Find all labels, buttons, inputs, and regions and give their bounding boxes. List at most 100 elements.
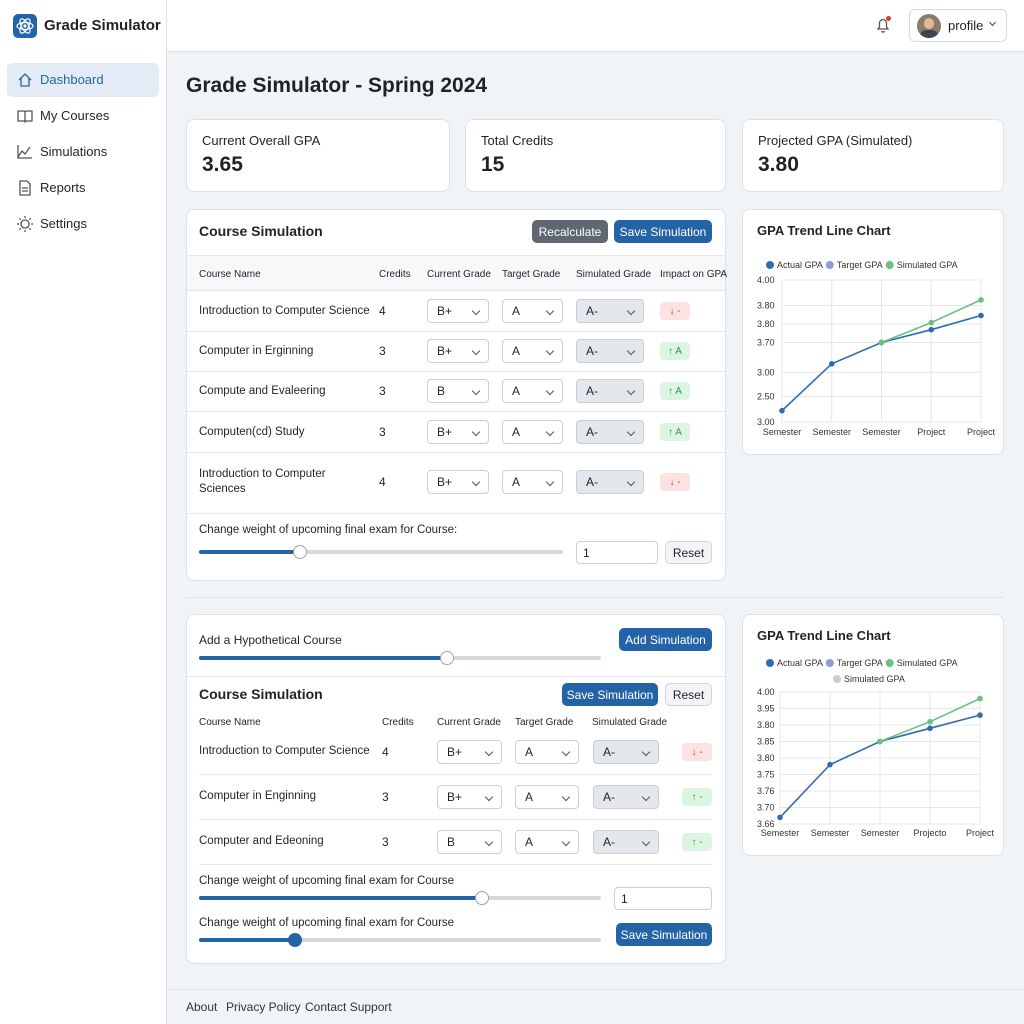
slider-track[interactable] xyxy=(199,938,601,942)
slider-thumb[interactable] xyxy=(475,891,489,905)
slider-thumb[interactable] xyxy=(440,651,454,665)
save-button[interactable]: Save Simulation xyxy=(616,923,712,946)
nav-item[interactable]: Reports xyxy=(40,180,86,195)
row-divider xyxy=(187,371,725,372)
footer-border xyxy=(167,989,1024,990)
data-point xyxy=(828,360,835,367)
data-point xyxy=(928,326,935,333)
impact-badge: ↑ A xyxy=(660,382,690,400)
stat-value: 3.65 xyxy=(202,153,243,176)
grade-select[interactable]: A xyxy=(515,830,579,854)
credits: 3 xyxy=(379,425,386,439)
x-tick-label: Project xyxy=(966,828,995,838)
grade-select[interactable]: A- xyxy=(593,740,659,764)
recalculate-button[interactable]: Recalculate xyxy=(532,220,608,243)
slider-label: Change weight of upcoming final exam for… xyxy=(199,524,458,536)
data-point xyxy=(928,319,935,326)
y-tick-label: 3.76 xyxy=(757,786,775,796)
reset-button[interactable]: Reset xyxy=(665,683,712,706)
avatar xyxy=(917,14,941,38)
grade-select[interactable]: A- xyxy=(593,830,659,854)
impact-badge: ↑ - xyxy=(682,833,712,851)
nav-item[interactable]: Dashboard xyxy=(40,72,104,87)
data-point xyxy=(927,725,933,732)
grade-select[interactable]: A- xyxy=(576,470,644,494)
chart-card xyxy=(742,614,1004,856)
grade-select[interactable]: A xyxy=(502,299,563,323)
nav-icon xyxy=(18,73,32,87)
grade-select[interactable]: A xyxy=(502,379,563,403)
legend-swatch xyxy=(766,659,774,667)
data-point xyxy=(977,712,983,718)
nav-icon xyxy=(17,110,33,123)
grade-select[interactable]: A- xyxy=(576,339,644,363)
add-button[interactable]: Add Simulation xyxy=(619,628,712,651)
grade-select[interactable]: B+ xyxy=(427,339,489,363)
grade-select[interactable]: B+ xyxy=(427,420,489,444)
grade-select[interactable]: A xyxy=(515,740,579,764)
y-tick-label: 3.80 xyxy=(757,753,775,763)
stat-label: Projected GPA (Simulated) xyxy=(758,133,913,148)
course-name: Computer in Erginning xyxy=(199,344,314,357)
column-header: Target Grade xyxy=(515,717,574,728)
data-point xyxy=(827,761,833,768)
credits: 3 xyxy=(382,790,389,804)
nav-item[interactable]: Simulations xyxy=(40,144,108,159)
nav-icon xyxy=(19,180,31,196)
nav-item[interactable]: My Courses xyxy=(40,108,110,123)
x-tick-label: Projecto xyxy=(913,828,946,838)
column-header: Current Grade xyxy=(437,717,501,728)
grade-select[interactable]: B+ xyxy=(427,470,489,494)
slider-thumb[interactable] xyxy=(293,545,307,559)
row-divider xyxy=(199,774,712,775)
grade-select[interactable]: B+ xyxy=(437,740,502,764)
grade-select[interactable]: B xyxy=(437,830,502,854)
line-chart: GPA Trend Line Chart 4.00 3.95 3.80 3.85 3.80… xyxy=(757,628,995,838)
grade-select[interactable]: A- xyxy=(593,785,659,809)
row-divider xyxy=(187,331,725,332)
sidebar xyxy=(0,0,167,1024)
line-chart: GPA Trend Line Chart 4.00 3.80 3.80 3.70 3.00… xyxy=(757,223,996,437)
grade-select[interactable]: A xyxy=(502,339,563,363)
divider xyxy=(187,676,725,677)
nav-item[interactable]: Settings xyxy=(40,216,87,231)
weight-input[interactable]: 1 xyxy=(614,887,712,910)
course-name: Computer in Enginning xyxy=(199,790,316,802)
logo xyxy=(13,14,37,38)
reset-button[interactable]: Reset xyxy=(665,541,712,564)
logo-icon xyxy=(16,18,34,34)
grade-select[interactable]: A- xyxy=(576,299,644,323)
row-divider xyxy=(187,411,725,412)
footer-link[interactable]: Privacy Policy xyxy=(226,1000,301,1014)
grade-select[interactable]: A- xyxy=(576,379,644,403)
footer-link[interactable]: About xyxy=(186,1000,218,1014)
nav-icon xyxy=(17,216,33,232)
course-name: Introduction to Computer Science xyxy=(199,745,370,757)
hypo-label: Add a Hypothetical Course xyxy=(199,633,342,647)
bell-icon[interactable] xyxy=(874,16,892,34)
grade-select[interactable]: A- xyxy=(576,420,644,444)
save-button[interactable]: Save Simulation xyxy=(614,220,712,243)
page-title: Grade Simulator - Spring 2024 xyxy=(186,74,488,97)
footer-link[interactable]: Contact Support xyxy=(305,1000,392,1014)
slider-track[interactable] xyxy=(199,550,563,554)
weight-input[interactable]: 1 xyxy=(576,541,658,564)
save-button[interactable]: Save Simulation xyxy=(562,683,658,706)
grade-select[interactable]: A xyxy=(502,470,563,494)
slider-thumb[interactable] xyxy=(288,933,302,947)
y-tick-label: 3.85 xyxy=(757,737,775,747)
grade-select[interactable]: B xyxy=(427,379,489,403)
stat-value: 15 xyxy=(481,153,505,176)
grade-select[interactable]: A xyxy=(515,785,579,809)
x-tick-label: Project xyxy=(967,427,996,437)
y-tick-label: 3.00 xyxy=(757,367,775,377)
nav-icon xyxy=(17,145,32,159)
course-name: Computen(cd) Study xyxy=(199,425,305,438)
grade-select[interactable]: B+ xyxy=(427,299,489,323)
course-name: Compute and Evaleering xyxy=(199,384,326,397)
impact-badge: ↑ A xyxy=(660,423,690,441)
grade-select[interactable]: B+ xyxy=(437,785,502,809)
credits: 4 xyxy=(379,475,386,489)
data-point xyxy=(978,312,984,319)
grade-select[interactable]: A xyxy=(502,420,563,444)
